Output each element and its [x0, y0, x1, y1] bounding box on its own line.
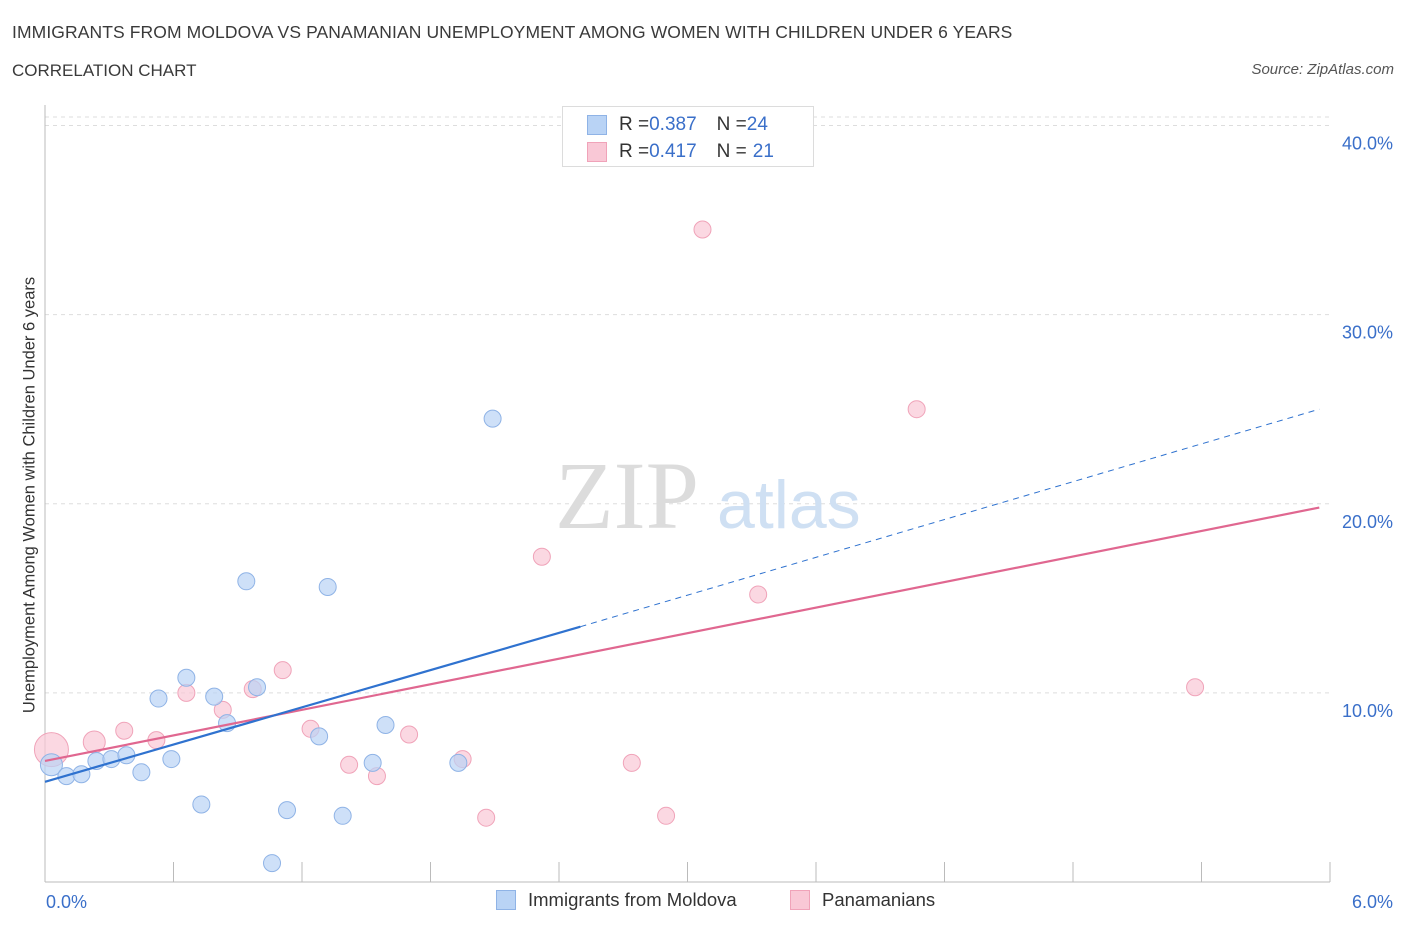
n-value: 24 [746, 114, 768, 135]
moldova-point [117, 746, 136, 765]
moldova-trend-extension [580, 408, 1320, 628]
moldova-swatch [587, 115, 607, 135]
panamanians-point [273, 661, 292, 680]
legend-item-panamanians[interactable]: Panamanians [790, 889, 935, 911]
moldova-point [376, 716, 395, 735]
legend-label-panamanians: Panamanians [822, 889, 936, 910]
chart-title: IMMIGRANTS FROM MOLDOVA VS PANAMANIAN UN… [12, 22, 1013, 42]
moldova-swatch [496, 890, 516, 910]
moldova-point [333, 806, 352, 825]
panamanians-point [340, 755, 359, 774]
moldova-point [318, 577, 337, 596]
y-tick-label: 40.0% [1342, 134, 1393, 154]
moldova-point [248, 678, 267, 697]
moldova-point [310, 727, 329, 746]
panamanians-point [1186, 678, 1205, 697]
panamanians-point [115, 721, 134, 740]
moldova-point [278, 801, 297, 820]
legend-row-moldova: R = 0.387 N = 24 [587, 113, 768, 137]
watermark: ZIP atlas [555, 442, 861, 549]
n-value: 21 [752, 141, 774, 162]
x-tick-label: 6.0% [1352, 892, 1393, 912]
moldova-point [449, 753, 468, 772]
source-credit: Source: ZipAtlas.com [1251, 61, 1394, 78]
y-tick-label: 10.0% [1342, 701, 1393, 721]
x-tick-label: 0.0% [46, 892, 87, 912]
moldova-point [177, 668, 196, 687]
r-value: 0.387 [649, 114, 697, 135]
moldova-point [205, 687, 224, 706]
r-value: 0.417 [649, 141, 697, 162]
panamanians-point [657, 806, 676, 825]
watermark-atlas: atlas [717, 467, 861, 543]
panamanians-point [693, 220, 712, 239]
watermark-zip: ZIP [555, 442, 699, 549]
correlation-legend: R = 0.387 N = 24 R = 0.417 N = 21 [562, 106, 814, 167]
panamanians-point [477, 808, 496, 827]
r-label: R = [619, 114, 650, 135]
panamanians-point [400, 725, 419, 744]
chart-subtitle: CORRELATION CHART [12, 61, 197, 80]
moldova-point [192, 795, 211, 814]
panamanians-point [749, 585, 768, 604]
panamanians-point [532, 547, 551, 566]
n-label: N = [716, 141, 747, 162]
moldova-point [132, 763, 151, 782]
panamanians-swatch [790, 890, 810, 910]
moldova-trend-line [44, 625, 581, 783]
panamanians-point [622, 753, 641, 772]
legend-label-moldova: Immigrants from Moldova [528, 889, 737, 910]
series-legend: Immigrants from Moldova Panamanians [0, 889, 1406, 915]
n-label: N = [716, 114, 747, 135]
moldova-point [72, 765, 91, 784]
panamanians-point [907, 400, 926, 419]
moldova-point [483, 409, 502, 428]
y-tick-label: 20.0% [1342, 512, 1393, 532]
tick-labels: 10.0% 20.0% 30.0% 40.0% 0.0% 6.0% [46, 134, 1393, 913]
legend-item-moldova[interactable]: Immigrants from Moldova [496, 889, 737, 911]
moldova-point [237, 572, 256, 591]
panamanians-trend-line [44, 506, 1320, 763]
trend-lines [44, 408, 1320, 783]
legend-row-panamanians: R = 0.417 N = 21 [587, 140, 774, 164]
panamanians-swatch [587, 142, 607, 162]
moldova-point [363, 753, 382, 772]
grid-lines [45, 116, 1330, 694]
y-tick-label: 30.0% [1342, 323, 1393, 343]
r-label: R = [619, 141, 650, 162]
moldova-points [39, 409, 502, 873]
moldova-point [149, 689, 168, 708]
panamanians-point [177, 683, 196, 702]
panamanians-points [33, 220, 1205, 827]
moldova-point [263, 854, 282, 873]
moldova-point [162, 750, 181, 769]
